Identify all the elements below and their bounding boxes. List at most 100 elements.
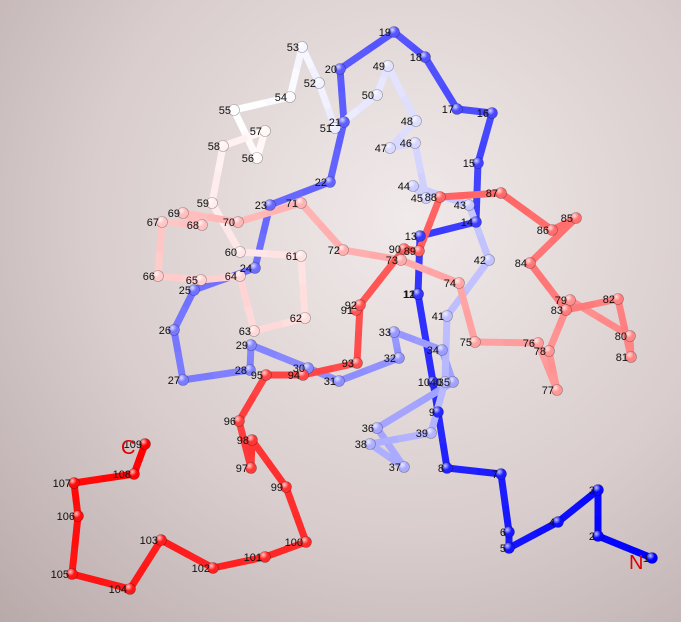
residue-atom-2[interactable] — [592, 530, 604, 542]
residue-atom-106[interactable] — [72, 510, 84, 522]
residue-atom-78[interactable] — [543, 345, 555, 357]
residue-atom-47[interactable] — [384, 142, 396, 154]
residue-atom-28[interactable] — [244, 364, 256, 376]
residue-atom-42[interactable] — [483, 254, 495, 266]
residue-atom-9[interactable] — [432, 406, 444, 418]
residue-atom-52[interactable] — [313, 77, 325, 89]
residue-atom-13[interactable] — [414, 230, 426, 242]
residue-atom-57[interactable] — [259, 125, 271, 137]
residue-atom-53[interactable] — [296, 41, 308, 53]
residue-atom-38[interactable] — [364, 438, 376, 450]
residue-atom-63[interactable] — [248, 325, 260, 337]
residue-atom-37[interactable] — [398, 461, 410, 473]
residue-atom-95[interactable] — [260, 369, 272, 381]
residue-atom-55[interactable] — [228, 104, 240, 116]
residue-atom-41[interactable] — [441, 310, 453, 322]
residue-atom-34[interactable] — [436, 344, 448, 356]
residue-atom-23[interactable] — [264, 199, 276, 211]
residue-atom-17[interactable] — [451, 103, 463, 115]
residue-atom-46[interactable] — [409, 137, 421, 149]
residue-atom-36[interactable] — [371, 422, 383, 434]
residue-atom-26[interactable] — [168, 324, 180, 336]
residue-atom-51[interactable] — [329, 122, 341, 134]
residue-atom-18[interactable] — [419, 51, 431, 63]
residue-atom-44[interactable] — [407, 180, 419, 192]
residue-atom-39[interactable] — [425, 427, 437, 439]
residue-atom-79[interactable] — [564, 294, 576, 306]
residue-atom-43[interactable] — [463, 199, 475, 211]
residue-atom-84[interactable] — [524, 257, 536, 269]
residue-atom-50[interactable] — [371, 89, 383, 101]
residue-atom-76[interactable] — [532, 337, 544, 349]
residue-atom-72[interactable] — [337, 244, 349, 256]
residue-atom-1[interactable] — [646, 552, 658, 564]
residue-atom-89[interactable] — [413, 245, 425, 257]
residue-atom-93[interactable] — [351, 357, 363, 369]
residue-atom-60[interactable] — [234, 246, 246, 258]
residue-atom-107[interactable] — [68, 477, 80, 489]
residue-atom-94[interactable] — [297, 369, 309, 381]
residue-atom-49[interactable] — [382, 60, 394, 72]
residue-atom-16[interactable] — [486, 107, 498, 119]
residue-atom-21[interactable] — [338, 116, 350, 128]
residue-atom-4[interactable] — [552, 516, 564, 528]
residue-atom-5[interactable] — [503, 542, 515, 554]
residue-atom-8[interactable] — [441, 462, 453, 474]
residue-atom-80[interactable] — [624, 330, 636, 342]
residue-atom-29[interactable] — [245, 339, 257, 351]
residue-atom-56[interactable] — [251, 152, 263, 164]
residue-atom-14[interactable] — [470, 216, 482, 228]
residue-atom-82[interactable] — [612, 293, 624, 305]
residue-atom-68[interactable] — [196, 219, 208, 231]
residue-atom-3[interactable] — [592, 484, 604, 496]
residue-atom-25[interactable] — [188, 284, 200, 296]
residue-atom-92[interactable] — [354, 299, 366, 311]
residue-atom-75[interactable] — [469, 336, 481, 348]
residue-atom-22[interactable] — [324, 176, 336, 188]
residue-atom-20[interactable] — [334, 63, 346, 75]
residue-atom-66[interactable] — [152, 270, 164, 282]
residue-atom-15[interactable] — [472, 157, 484, 169]
residue-atom-62[interactable] — [299, 312, 311, 324]
residue-atom-99[interactable] — [280, 481, 292, 493]
residue-atom-73[interactable] — [395, 254, 407, 266]
residue-atom-27[interactable] — [177, 374, 189, 386]
residue-atom-69[interactable] — [177, 207, 189, 219]
residue-atom-33[interactable] — [388, 326, 400, 338]
residue-atom-10[interactable] — [427, 376, 439, 388]
residue-atom-83[interactable] — [560, 304, 572, 316]
residue-atom-54[interactable] — [284, 91, 296, 103]
residue-atom-71[interactable] — [295, 197, 307, 209]
residue-atom-81[interactable] — [625, 351, 637, 363]
residue-atom-97[interactable] — [245, 462, 257, 474]
residue-atom-105[interactable] — [66, 568, 78, 580]
residue-atom-24[interactable] — [249, 262, 261, 274]
residue-atom-12[interactable] — [412, 288, 424, 300]
residue-atom-6[interactable] — [503, 526, 515, 538]
residue-atom-101[interactable] — [259, 551, 271, 563]
residue-atom-86[interactable] — [546, 224, 558, 236]
residue-atom-48[interactable] — [410, 115, 422, 127]
residue-atom-74[interactable] — [453, 277, 465, 289]
residue-atom-59[interactable] — [206, 197, 218, 209]
residue-atom-40[interactable] — [439, 376, 451, 388]
residue-atom-19[interactable] — [388, 26, 400, 38]
residue-atom-35[interactable] — [447, 376, 459, 388]
residue-atom-32[interactable] — [393, 352, 405, 364]
residue-atom-104[interactable] — [124, 583, 136, 595]
residue-atom-58[interactable] — [217, 140, 229, 152]
residue-atom-77[interactable] — [551, 384, 563, 396]
residue-atom-7[interactable] — [495, 468, 507, 480]
residue-atom-61[interactable] — [295, 250, 307, 262]
residue-atom-87[interactable] — [495, 187, 507, 199]
residue-atom-96[interactable] — [233, 415, 245, 427]
residue-atom-45[interactable] — [420, 192, 432, 204]
residue-atom-67[interactable] — [156, 216, 168, 228]
residue-atom-85[interactable] — [570, 212, 582, 224]
residue-atom-70[interactable] — [232, 216, 244, 228]
residue-atom-90[interactable] — [398, 243, 410, 255]
residue-atom-100[interactable] — [300, 536, 312, 548]
residue-atom-88[interactable] — [434, 191, 446, 203]
residue-atom-108[interactable] — [128, 468, 140, 480]
